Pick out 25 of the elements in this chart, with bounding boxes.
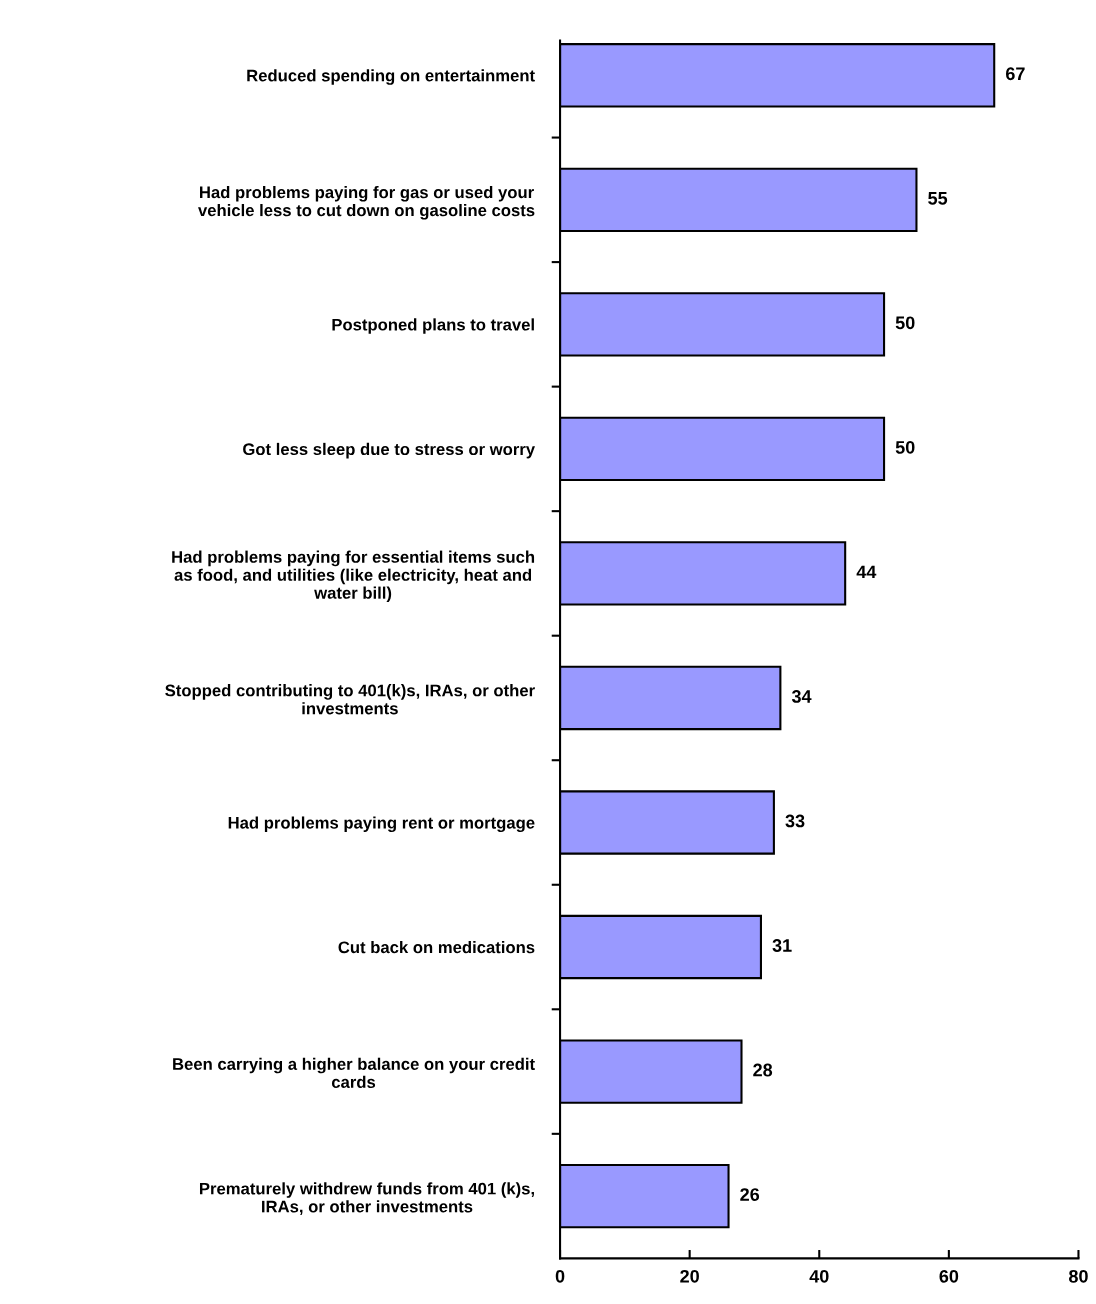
y-tick-label: Stopped contributing to 401(k)s, IRAs, or other investments (165, 684, 535, 715)
y-tick-label: Got less sleep due to stress or worry (243, 442, 535, 459)
y-tick-label: Reduced spending on entertainment (247, 69, 535, 85)
y-tick-label: Prematurely withdrew funds from 401 (k)s, IRAs, or other investments (199, 1182, 534, 1215)
x-tick-label: 40 (809, 1269, 829, 1283)
data-label: 50 (895, 316, 915, 330)
y-tick-label: Cut back on medications (338, 940, 535, 954)
data-label: 28 (753, 1063, 773, 1077)
data-label: 55 (928, 192, 948, 205)
x-tick-label: 0 (555, 1269, 565, 1283)
data-label: 50 (895, 440, 915, 454)
data-label: 44 (856, 565, 877, 579)
x-tick-label: 80 (1069, 1269, 1088, 1283)
y-tick-label: Had problems paying for gas or used your vehicle less to cut down on gasoline costs (198, 185, 535, 220)
data-label: 33 (785, 814, 805, 828)
y-tick-label: Had problems paying rent or mortgage (228, 816, 535, 833)
data-label: 26 (740, 1188, 760, 1201)
y-tick-label: Had problems paying for essential items such as food, and utilities (like electricity, heat and water bill) (172, 550, 535, 603)
data-label: 67 (1005, 67, 1025, 81)
data-label: 34 (791, 690, 812, 703)
y-tick-label: Been carrying a higher balance on your credit cards (173, 1057, 535, 1088)
x-tick-label: 20 (680, 1269, 699, 1283)
y-tick-label: Postponed plans to travel (332, 318, 534, 334)
x-tick-label: 60 (939, 1269, 959, 1283)
data-label: 31 (772, 939, 792, 952)
